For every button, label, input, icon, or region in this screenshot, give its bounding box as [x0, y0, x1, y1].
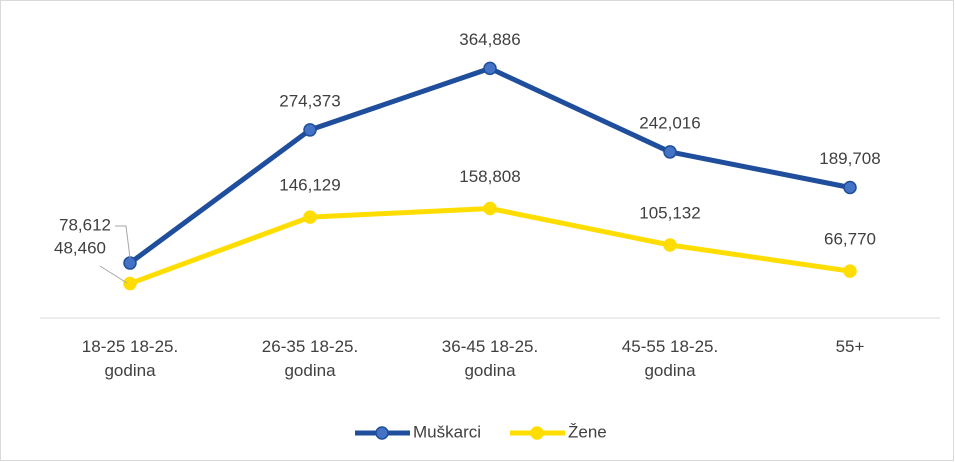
marker [843, 180, 857, 195]
legend-label: Žene [568, 422, 607, 441]
marker [843, 264, 857, 278]
data-label: 48,460 [54, 238, 106, 257]
marker [483, 201, 497, 216]
data-label: 274,373 [279, 91, 340, 110]
marker [483, 61, 497, 76]
x-tick-label: 18-25 18-25. godina [81, 337, 179, 380]
legend-marker [530, 426, 544, 440]
data-label: 78,612 [59, 215, 111, 234]
data-label: 158,808 [459, 167, 520, 186]
leader-line [99, 265, 128, 284]
legend-label: Muškarci [413, 422, 481, 441]
data-label: 242,016 [639, 113, 700, 132]
data-label: 189,708 [819, 149, 880, 168]
data-label: 146,129 [279, 176, 340, 195]
legend-marker [375, 426, 389, 440]
x-tick-label: 36-45 18-25. godina [441, 337, 539, 380]
x-tick-label: 45-55 18-25. godina [621, 337, 719, 380]
line [128, 65, 851, 266]
data-label: 66,770 [824, 230, 876, 249]
marker [303, 210, 317, 224]
marker [303, 123, 317, 137]
x-tick-label: 55+ [835, 337, 865, 356]
marker [663, 238, 677, 252]
marker [123, 256, 137, 270]
data-label: 105,132 [639, 203, 700, 222]
x-tick-label: 26-35 18-25. godina [261, 337, 359, 380]
marker [663, 145, 677, 159]
data-label: 364,886 [459, 30, 520, 49]
marker [123, 276, 137, 291]
leader-line [115, 225, 131, 259]
line [129, 206, 851, 286]
